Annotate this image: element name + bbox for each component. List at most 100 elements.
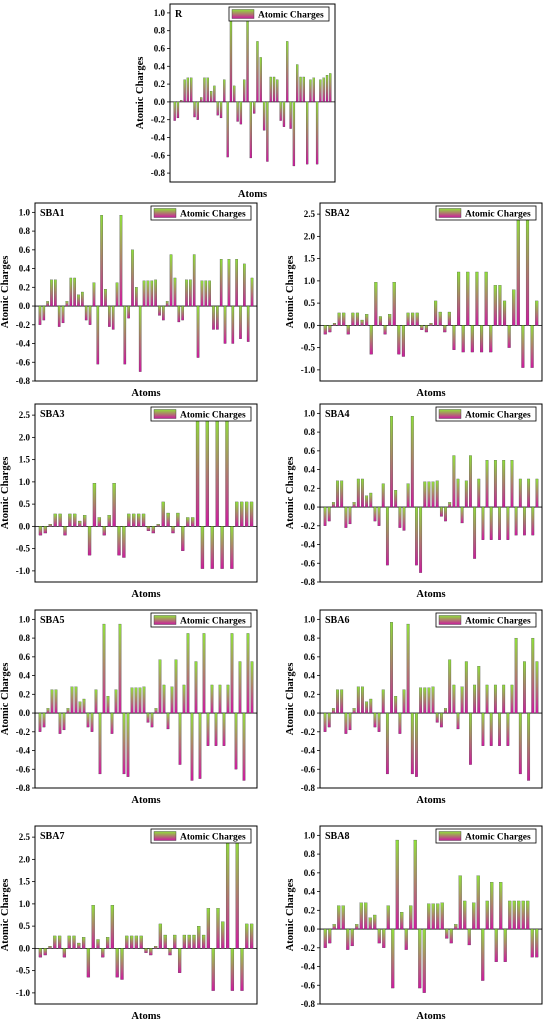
legend-label: Atomic Charges [465, 617, 531, 627]
y-tick-label: 1.5 [19, 455, 31, 465]
y-tick-label: 0.0 [304, 502, 316, 512]
bar-23 [127, 305, 130, 319]
x-axis-label: Atoms [416, 388, 445, 399]
y-tick-label: -0.5 [16, 544, 31, 554]
legend-swatch [231, 9, 255, 19]
bar-25 [427, 687, 431, 714]
bar-0 [323, 928, 327, 948]
y-tick-label: 1.0 [304, 830, 316, 840]
bar-47 [329, 73, 332, 103]
bar-24 [434, 300, 438, 326]
bar-46 [530, 928, 534, 958]
bar-34 [286, 41, 289, 103]
y-tick-label: -0.2 [301, 521, 316, 531]
bar-39 [194, 661, 198, 714]
legend-swatch [438, 831, 462, 841]
y-tick-label: 2.5 [19, 832, 31, 842]
bar-20 [115, 282, 119, 307]
bar-47 [535, 928, 539, 958]
bar-15 [96, 305, 100, 365]
bar-13 [377, 506, 381, 526]
y-axis-label: Atomic Charges [285, 879, 296, 952]
panel-title: SBA2 [325, 208, 349, 219]
bar-37 [216, 908, 220, 949]
bar-38 [481, 712, 485, 746]
bar-14 [105, 937, 110, 949]
bar-28 [173, 934, 177, 949]
bar-1 [327, 506, 331, 522]
y-tick-label: -0.4 [16, 746, 31, 756]
bar-20 [136, 513, 141, 527]
y-tick-label: -1.0 [16, 988, 31, 998]
bar-27 [447, 311, 451, 326]
bar-33 [282, 101, 286, 127]
bar-41 [493, 684, 497, 714]
bar-12 [96, 939, 100, 949]
bar-5 [190, 77, 193, 103]
bar-43 [204, 280, 208, 307]
y-tick-label: -0.4 [301, 540, 316, 550]
bar-31 [190, 517, 195, 527]
bar-53 [243, 263, 246, 307]
bar-0 [323, 506, 327, 526]
bar-9 [73, 277, 76, 307]
bar-14 [219, 101, 223, 119]
legend-label: Atomic Charges [258, 11, 324, 21]
panel-title: SBA3 [40, 409, 64, 420]
y-tick-label: 1.5 [304, 254, 316, 264]
bar-13 [101, 948, 105, 958]
bar-54 [246, 305, 250, 342]
bar-15 [385, 712, 389, 775]
bar-7 [355, 312, 360, 326]
bar-32 [467, 928, 471, 946]
bar-22 [146, 526, 151, 531]
y-tick-label: -0.4 [301, 746, 316, 756]
y-tick-label: 0.5 [19, 499, 31, 509]
chart-panel-1: -0.8 -0.6 -0.4 -0.2 0.0 0.2 0.4 0.6 0.8 1.0 SBA1 At… [0, 202, 258, 399]
bar-6 [68, 513, 72, 527]
bar-0 [323, 712, 327, 732]
bar-16 [115, 948, 119, 978]
bar-1 [43, 526, 48, 534]
bar-11 [82, 698, 86, 714]
x-axis-label: Atoms [416, 589, 445, 600]
bar-28 [449, 928, 453, 944]
bar-33 [165, 301, 169, 307]
bar-18 [404, 928, 408, 950]
bar-26 [431, 481, 435, 508]
bar-30 [186, 517, 190, 527]
bar-45 [526, 900, 530, 930]
plot-frame [34, 202, 258, 382]
bar-15 [392, 282, 396, 326]
bar-25 [135, 287, 138, 307]
bar-34 [201, 934, 206, 949]
bar-19 [411, 312, 415, 326]
bar-49 [227, 259, 231, 307]
bar-36 [211, 948, 215, 991]
y-tick-label: 0.0 [304, 320, 316, 330]
bar-0 [38, 712, 42, 732]
bar-21 [119, 215, 123, 307]
bar-11 [92, 483, 97, 527]
bar-21 [139, 935, 143, 949]
chart-panel-4: -0.8 -0.6 -0.4 -0.2 0.0 0.2 0.4 0.6 0.8 1.0 SBA4 At… [285, 403, 543, 600]
y-axis-label: Atomic Charges [285, 663, 296, 736]
bar-43 [210, 684, 214, 714]
bar-1 [328, 325, 332, 333]
bar-40 [507, 325, 511, 348]
bar-27 [262, 101, 266, 131]
bar-10 [206, 77, 209, 103]
bar-14 [388, 314, 392, 326]
bar-15 [391, 928, 395, 989]
bar-9 [361, 686, 364, 714]
bar-44 [506, 506, 510, 540]
y-tick-label: 0.4 [154, 61, 166, 71]
bar-49 [527, 712, 531, 781]
y-tick-label: -0.6 [301, 980, 316, 990]
bar-8 [356, 686, 360, 714]
bar-51 [242, 712, 246, 781]
bar-17 [122, 526, 126, 558]
plot-frame [34, 825, 258, 1005]
bar-8 [360, 319, 364, 326]
chart-panel-2: -1.0 -0.5 0.0 0.5 1.0 1.5 2.0 2.5 SBA2 Atomic Cha… [285, 202, 543, 399]
